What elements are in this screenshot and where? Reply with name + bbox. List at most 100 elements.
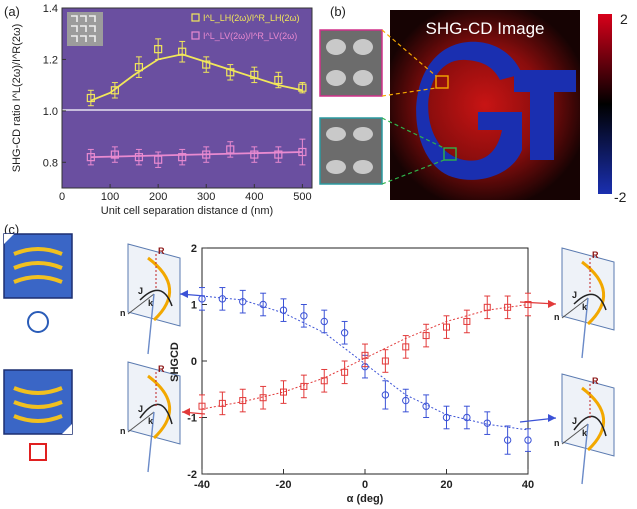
panel-a-y-tick-label: 1.0 [43,106,58,118]
diagram-n-arrow [561,297,589,319]
panel-c-y-tick-label: -1 [187,413,197,425]
geometry-diagram-bottom-right: R Jk n [554,373,615,485]
diagram-arc-orange [147,374,171,440]
geometry-diagram-top-right: R Jk n [554,247,615,359]
diagram-n-arrow [561,423,589,445]
panel-a-data-point [154,155,163,164]
panel-c-figure: R Jk n R Jk n R Jk n R Jk n -40 -20 0 20 40 2 1 0 -1 -2 α… [3,233,615,505]
panel-a-data-point [274,150,283,159]
panel-c-square-point [443,323,450,331]
geometry-diagram-top-left: R Jk n [120,243,181,355]
diagram-plane [561,373,615,457]
panel-a-x-axis-label: Unit cell separation distance d (nm) [101,205,273,217]
panel-a-data-point [250,70,259,79]
panel-a-data-point [134,153,144,162]
panel-a-data-point [110,86,119,95]
geometry-diagram-bottom-left: R Jk n [120,361,181,473]
panel-a-x-tick-label: 500 [293,191,311,203]
panel-c-circle-point [300,312,308,320]
panel-c-square-point [361,351,369,359]
diagram-n-arrow [127,293,155,315]
panel-a-y-tick-label: 0.8 [43,157,58,169]
panel-c-x-tick-label: -40 [194,479,210,491]
diagram-k-arrow [581,423,589,485]
panel-label-a: (a) [4,4,20,19]
diagram-plane [561,247,615,331]
diagram-label-j: J [572,290,577,300]
panel-c-circle-point [463,413,471,422]
panel-c-square-point [504,303,512,311]
panel-c-y-tick-label: -2 [187,469,197,481]
gt-letters-text: GT [318,0,320,1]
panel-c-x-tick-label: 40 [522,479,534,491]
panel-c-square-point [463,317,471,325]
diagram-label-r: R [592,250,599,260]
sem-inset-top [319,29,383,97]
panel-c-y-tick-label: 0 [191,356,197,368]
diagram-label-n: n [120,308,126,318]
diagram-label-j: J [572,416,577,426]
panel-a-data-point [202,150,211,159]
colorbar [598,14,612,194]
panel-c-circle-point [259,300,267,309]
panel-c-y-axis-label: SHGCD [169,342,181,382]
panel-c-circle-point [483,419,491,427]
panel-c-x-tick-label: 20 [440,479,452,491]
panel-c-square-point [381,357,389,365]
diagram-label-r: R [158,364,165,374]
panel-a-legend: I^L_LH(2ω)/I^R_LH(2ω) I^L_LV(2ω)/I^R_LV(… [191,13,300,41]
gt-letters [416,41,576,180]
panel-c-x-axis-label: α (deg) [347,493,384,505]
diagram-arc-black [573,415,607,437]
diagram-k-arrow [147,293,155,355]
panel-a-data-point [178,47,187,56]
panel-c-circle-point [381,391,390,399]
panel-c-y-tick-label: 1 [191,300,197,312]
marker-orange [435,75,449,89]
panel-c-circle-point [320,317,328,326]
panel-c-circle-point [503,436,512,444]
legend-label-lh: I^L_LH(2ω)/I^R_LH(2ω) [203,13,300,23]
panel-c-circle-point [340,329,349,337]
panel-label-b: (b) [330,4,346,19]
panel-a-plot-area [62,8,312,188]
panel-c-y-tick-label: 2 [191,243,197,255]
panel-c-square-point [218,399,226,407]
diagram-plane [127,243,181,327]
panel-c-circle-point [402,396,410,405]
diagram-label-n: n [554,312,560,322]
panel-a-data-point [250,150,259,159]
panel-c-square-point [239,397,247,405]
diagram-label-n: n [120,426,126,436]
diagram-label-r: R [158,246,165,256]
diagram-arc-black [139,403,173,425]
panel-c-circle-point [279,306,288,314]
diagram-label-n: n [554,438,560,448]
panel-c-square-point [483,303,491,311]
legend-marker-lh [191,13,200,22]
panel-c-circle-point [442,413,451,422]
diagram-k-arrow [147,411,155,473]
diagram-arc-orange [581,260,605,326]
connector-green-1 [381,117,445,149]
panel-a-y-tick-label: 1.2 [43,54,58,66]
connector-orange-1 [381,29,437,77]
shg-cd-title: SHG-CD Image [425,19,544,38]
diagram-k-arrow [581,297,589,359]
device-schematic-top [3,233,73,333]
diagram-label-j: J [138,286,143,296]
colorbar-min-label: -2 [614,189,627,205]
marker-green [443,147,457,161]
panel-c-circle-point [422,402,430,410]
panel-c-square-point [259,394,267,402]
diagram-label-k: k [148,416,154,426]
legend-label-lv: I^L_LV(2ω)/I^R_LV(2ω) [203,31,297,41]
diagram-arc-black [573,293,607,311]
diagram-label-r: R [592,376,599,386]
diagram-arc-orange [581,386,605,452]
diagram-label-k: k [582,302,588,312]
panel-a-sem-inset [67,12,103,46]
panel-a-data-point [298,147,307,157]
panel-a-fit-line-1 [90,151,303,159]
panel-a-y-tick-label: 1.4 [43,3,58,15]
